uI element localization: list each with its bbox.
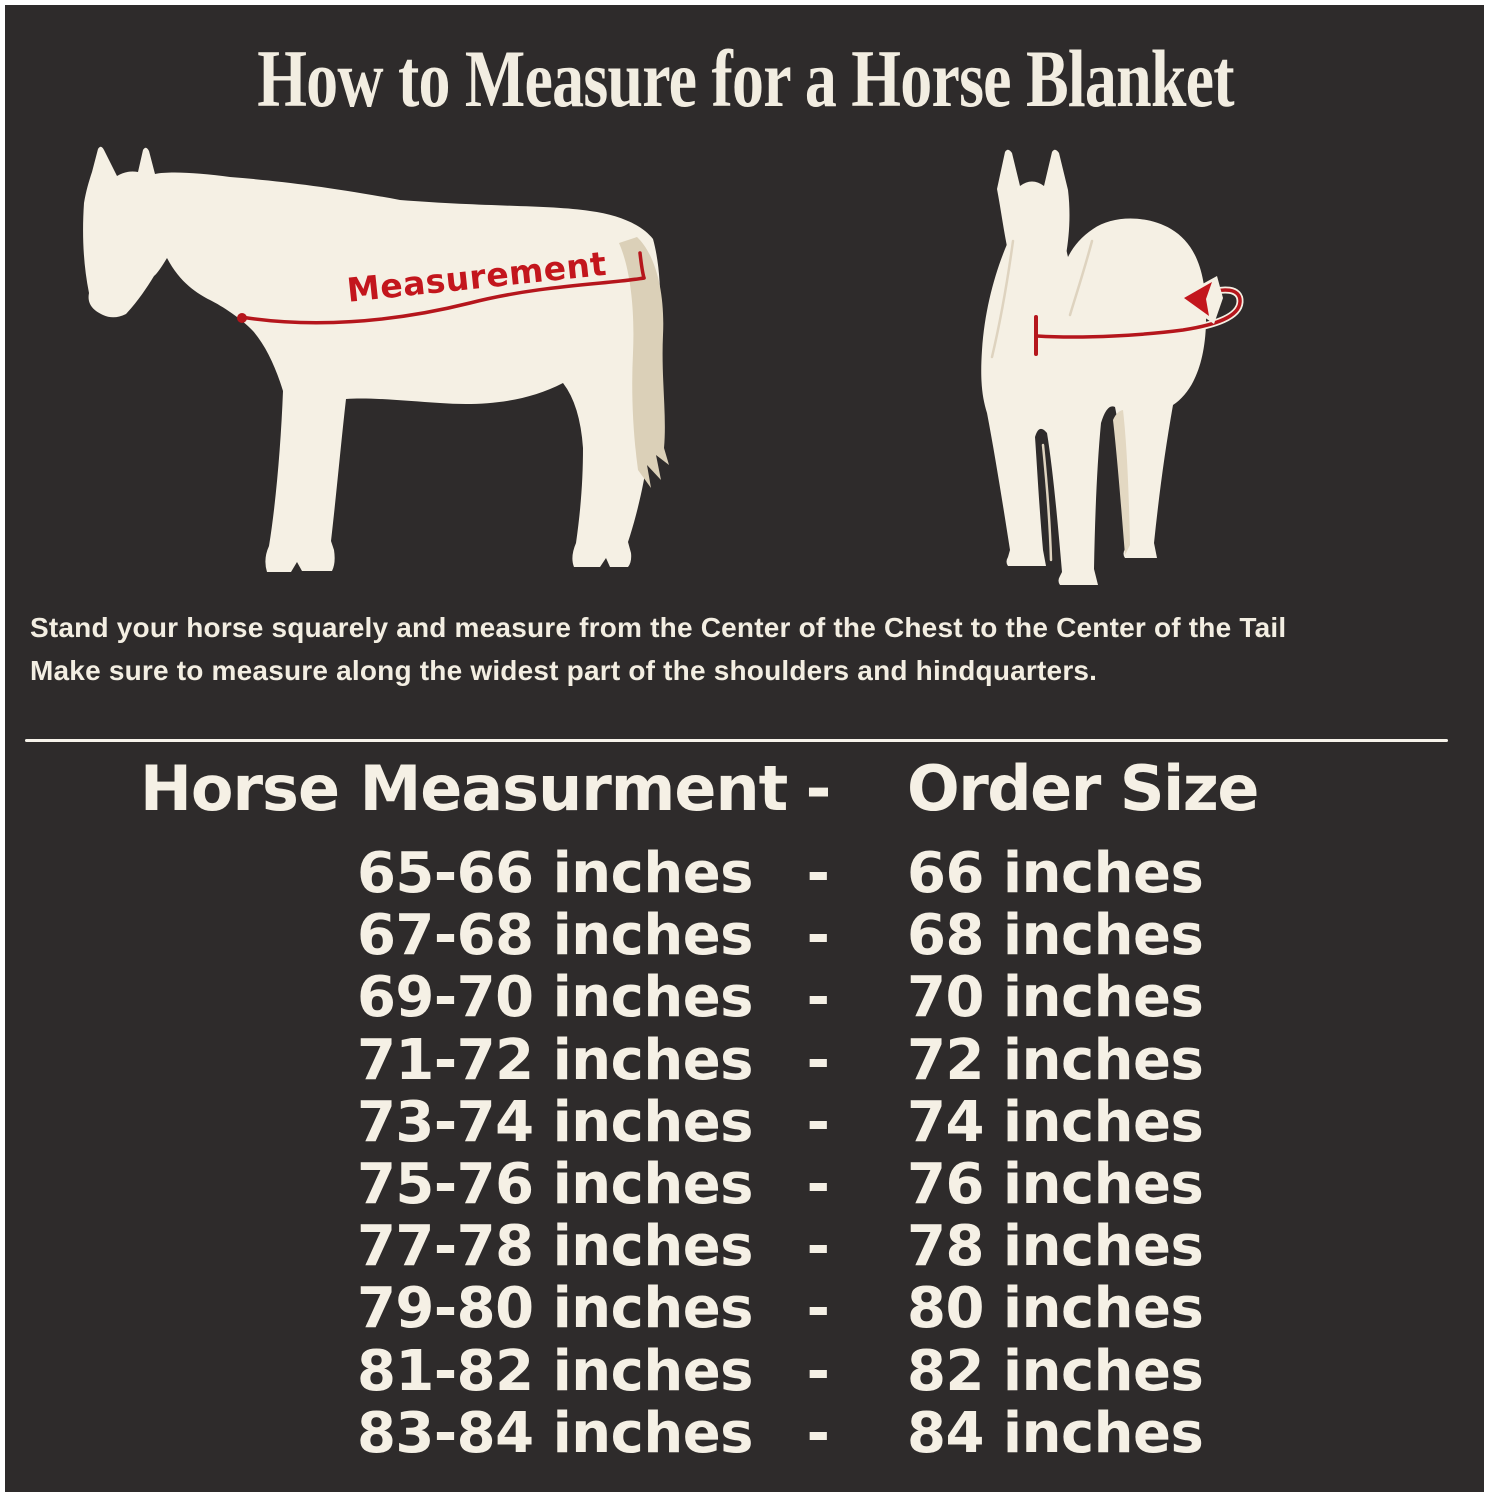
header-order-size: Order Size: [907, 752, 1259, 825]
row-separator: -: [806, 841, 830, 906]
row-measurement: 79-80 inches: [356, 1276, 754, 1342]
row-order-size: 76 inches: [907, 1151, 1204, 1217]
horse-side-body: [83, 146, 661, 572]
row-order-size: 72 inches: [907, 1027, 1204, 1093]
instructions-line-2: Make sure to measure along the widest pa…: [30, 655, 1098, 686]
horse-front-silhouette: [981, 149, 1244, 585]
row-measurement: 71-72 inches: [356, 1027, 754, 1093]
row-measurement: 81-82 inches: [356, 1338, 754, 1404]
horse-front-head: [997, 149, 1070, 307]
row-separator: -: [806, 1027, 830, 1093]
table-row: 81-82 inches - 82 inches: [330, 1338, 1236, 1404]
row-order-size: 84 inches: [907, 1400, 1204, 1466]
row-separator: -: [806, 903, 830, 969]
row-separator: -: [806, 965, 830, 1031]
row-measurement: 73-74 inches: [356, 1089, 754, 1155]
horse-side-tail: [619, 237, 669, 488]
table-row: 73-74 inches - 74 inches: [330, 1089, 1236, 1155]
table-row: 75-76 inches - 76 inches: [330, 1151, 1236, 1217]
row-measurement: 83-84 inches: [356, 1400, 754, 1466]
wrap-around-arrow: [1034, 276, 1244, 356]
row-measurement: 75-76 inches: [356, 1151, 754, 1217]
size-table-header: Horse Measurment - Order Size: [140, 753, 1321, 825]
wrap-arrow-head: [1184, 282, 1212, 316]
row-separator: -: [806, 1400, 830, 1466]
row-order-size: 66 inches: [907, 841, 1204, 906]
row-order-size: 78 inches: [907, 1214, 1204, 1280]
row-separator: -: [806, 1151, 830, 1217]
header-separator: -: [805, 752, 832, 825]
row-measurement: 77-78 inches: [356, 1214, 754, 1280]
horse-front-hindleg-shading: [1113, 410, 1130, 555]
measurement-line: [239, 276, 646, 325]
table-row: 71-72 inches - 72 inches: [330, 1027, 1236, 1093]
row-separator: -: [806, 1089, 830, 1155]
horse-side-silhouette: [83, 146, 669, 572]
instructions-text: Stand your horse squarely and measure fr…: [30, 606, 1286, 692]
row-order-size: 74 inches: [907, 1089, 1204, 1155]
wrap-arrow-line: [1035, 288, 1242, 339]
table-row: 77-78 inches - 78 inches: [330, 1214, 1236, 1280]
divider-line: [25, 739, 1448, 742]
table-row: 83-84 inches - 84 inches: [330, 1400, 1236, 1466]
row-measurement: 65-66 inches: [356, 841, 754, 906]
row-measurement: 67-68 inches: [356, 903, 754, 969]
row-measurement: 69-70 inches: [356, 965, 754, 1031]
row-separator: -: [806, 1276, 830, 1342]
row-order-size: 70 inches: [907, 965, 1204, 1031]
table-row: 67-68 inches - 68 inches: [330, 903, 1236, 969]
row-separator: -: [806, 1214, 830, 1280]
row-order-size: 80 inches: [907, 1276, 1204, 1342]
table-row: 79-80 inches - 80 inches: [330, 1276, 1236, 1342]
table-row: 69-70 inches - 70 inches: [330, 965, 1236, 1031]
header-horse-measurement: Horse Measurment: [140, 752, 788, 825]
size-table: 65-66 inches - 66 inches 67-68 inches - …: [330, 841, 1236, 1466]
table-row: 65-66 inches - 66 inches: [330, 841, 1236, 906]
row-order-size: 68 inches: [907, 903, 1204, 969]
row-order-size: 82 inches: [907, 1338, 1204, 1404]
row-separator: -: [806, 1338, 830, 1404]
instructions-line-1: Stand your horse squarely and measure fr…: [30, 612, 1287, 643]
measurement-line-end-tick: [638, 251, 646, 280]
horse-front-crease-lines: [990, 239, 1094, 562]
page-title: How to Measure for a Horse Blanket: [257, 33, 1234, 124]
